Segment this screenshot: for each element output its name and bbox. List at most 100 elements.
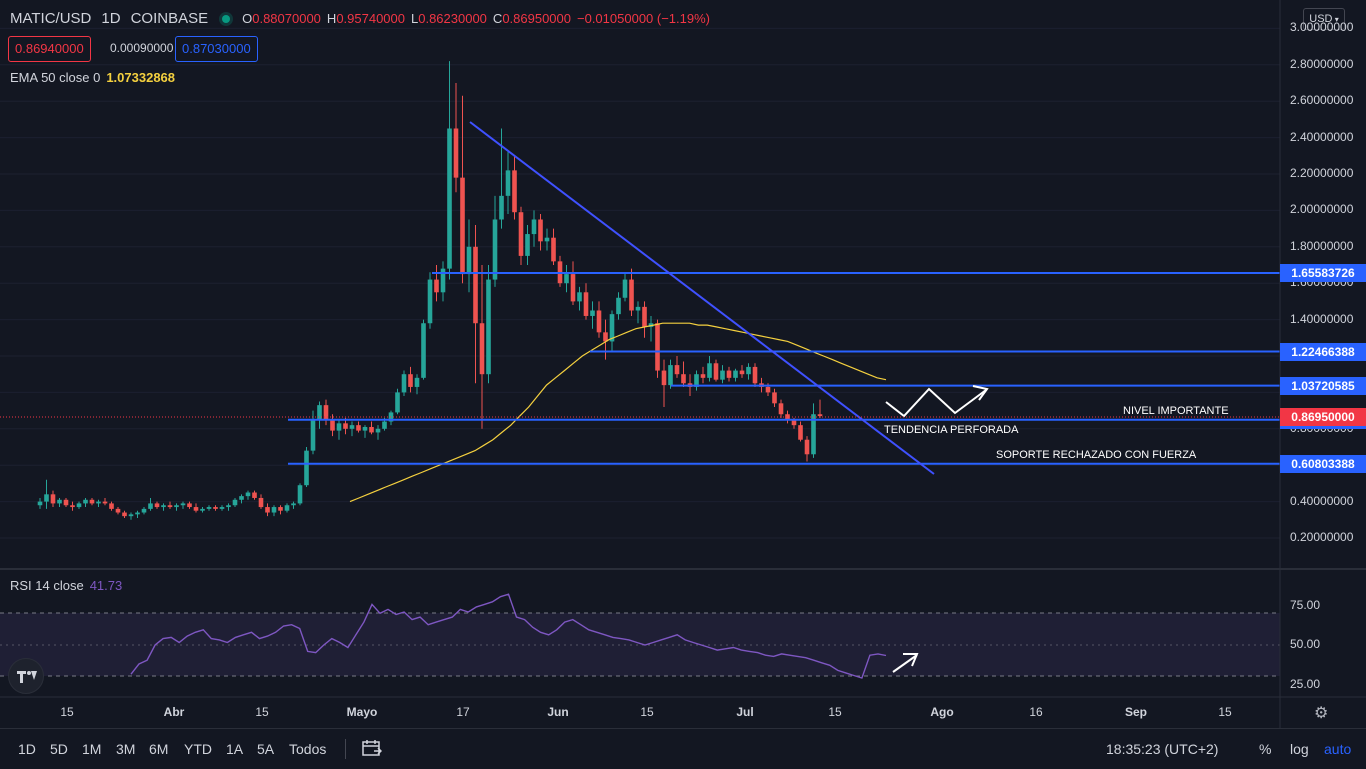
sell-price-button[interactable]: 0.86940000 [8,36,91,62]
rsi-band [0,613,1280,676]
candle-body [440,268,446,293]
timeframe-all[interactable]: Todos [289,741,327,757]
currency-label: USD [1309,13,1333,25]
candle-body [583,292,589,316]
rsi-arrow-shaft[interactable] [892,654,918,673]
timeframe-1m[interactable]: 1M [82,741,102,757]
candle-body [668,365,673,386]
candle-body [544,237,550,242]
candle-body [746,366,751,375]
candle-body [265,507,270,513]
level-price-label: 0.60803388 [1280,454,1366,473]
candle-body [401,374,407,393]
market-status-icon[interactable] [222,14,231,23]
candle-body [791,419,797,426]
candle-body [765,386,771,393]
price-axis-label: 2.00000000 [1290,202,1354,217]
annotation-tendencia-perforada[interactable]: TENDENCIA PERFORADA [884,424,1019,436]
trendline[interactable] [469,121,935,475]
candle-body [603,332,608,342]
candle-body [395,392,400,413]
candle-body [694,374,699,387]
candle-body [291,503,296,506]
candle-body [284,505,290,511]
rsi-value: 41.73 [89,578,123,593]
time-axis-label: 15 [828,705,842,719]
time-axis-label: 15 [60,705,74,719]
candle-body [304,450,309,486]
log-toggle[interactable]: log [1290,741,1309,757]
candle-body [479,323,485,375]
currency-select[interactable]: USD ▾ [1303,8,1345,30]
rsi-legend[interactable]: RSI 14 close 41.73 [10,578,122,593]
tradingview-logo-icon[interactable] [8,658,44,694]
price-axis-label: 1.40000000 [1290,311,1354,326]
candle-body [109,503,114,509]
symbol-name[interactable]: MATIC/USD [10,10,92,27]
candle-body [473,246,478,324]
settings-gear-icon[interactable]: ⚙ [1314,705,1329,722]
level-price-label: 1.03720585 [1280,376,1366,395]
timeframe-5a[interactable]: 5A [257,741,275,757]
open-value: 0.88070000 [252,11,321,26]
candle-body [317,405,322,420]
price-axis-label: 1.80000000 [1290,238,1354,253]
candle-body [785,414,790,420]
candle-body [629,279,634,311]
candle-body [174,505,179,508]
timeframe-1a[interactable]: 1A [226,741,244,757]
timeframe-1d[interactable]: 1D [18,741,36,757]
timeframe-5d[interactable]: 5D [50,741,68,757]
candle-body [245,492,251,497]
candle-body [343,423,348,429]
candle-body [336,423,342,431]
ema-50-line [349,322,887,503]
candle-body [330,419,335,431]
low-label: L [411,11,419,26]
time-axis-label: 15 [640,705,654,719]
candle-body [187,503,192,508]
candle-body [135,512,140,515]
toolbar-divider [345,739,346,759]
percent-toggle[interactable]: % [1259,741,1272,757]
projection-zigzag[interactable] [885,387,987,418]
candle-body [57,499,62,504]
candle-body [239,496,244,500]
rsi-arrow-head [903,653,919,667]
annotation-soporte-rechazado[interactable]: SOPORTE RECHAZADO CON FUERZA [996,449,1197,461]
symbol-interval[interactable]: 1D [101,10,121,27]
candle-body [232,499,238,506]
candle-body [752,366,758,384]
timeframe-3m[interactable]: 3M [116,741,136,757]
timeframe-ytd[interactable]: YTD [184,741,212,757]
time-axis-label: 15 [1218,705,1232,719]
ema-legend[interactable]: EMA 50 close 0 1.07332868 [10,70,175,85]
candle-body [518,212,524,256]
candle-body [642,306,647,327]
candle-body [271,507,277,513]
timeframe-6m[interactable]: 6M [149,741,169,757]
candle-body [609,314,615,342]
candle-body [83,499,88,504]
level-price-label: 1.22466388 [1280,342,1366,361]
candle-body [778,403,784,415]
clock-timezone[interactable]: 18:35:23 (UTC+2) [1106,741,1219,757]
ema-value: 1.07332868 [106,70,176,85]
chart-canvas[interactable] [0,0,1366,728]
candle-body [70,505,75,508]
annotation-nivel-importante[interactable]: NIVEL IMPORTANTE [1123,405,1229,417]
candle-body [596,310,602,333]
candle-body [362,426,368,431]
candle-body [414,377,420,387]
buy-price-button[interactable]: 0.87030000 [175,36,258,62]
candle-body [226,505,231,508]
time-axis-label: Jul [736,705,754,719]
auto-toggle[interactable]: auto [1324,741,1352,757]
candle-body [76,503,82,508]
horizontal-levels[interactable] [288,272,1280,465]
candle-body [772,392,777,404]
high-value: 0.95740000 [336,11,405,26]
price-axis-label: 0.40000000 [1290,493,1354,508]
date-range-icon[interactable] [362,739,383,762]
candle-body [661,370,667,386]
